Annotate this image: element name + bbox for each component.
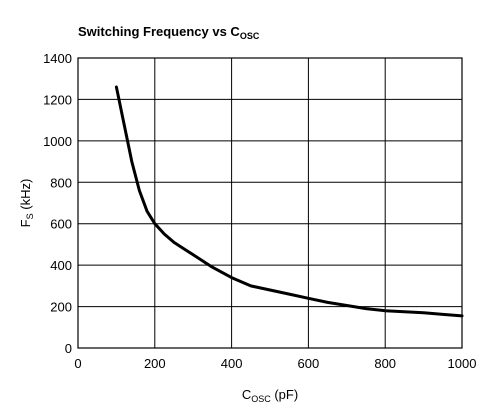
y-axis-label-subscript: S <box>25 213 35 219</box>
x-tick-label: 400 <box>221 356 243 371</box>
y-tick-label: 200 <box>50 300 72 315</box>
x-tick-label: 600 <box>298 356 320 371</box>
x-axis-label-suffix: (pF) <box>271 387 298 402</box>
x-axis-label-subscript: OSC <box>251 394 271 404</box>
plot-frame <box>77 57 463 349</box>
y-tick-label: 1400 <box>43 51 72 66</box>
y-tick-label: 600 <box>50 217 72 232</box>
x-tick-label: 800 <box>374 356 396 371</box>
chart-title: Switching Frequency vs COSC <box>78 24 260 41</box>
x-axis-label: COSC (pF) <box>242 387 298 404</box>
x-tick-label: 200 <box>144 356 166 371</box>
series-group <box>114 85 464 318</box>
y-tick-label: 800 <box>50 175 72 190</box>
x-tick-label: 1000 <box>448 356 477 371</box>
y-tick-label: 400 <box>50 258 72 273</box>
series-line <box>114 85 464 318</box>
y-axis-label-suffix: (kHz) <box>18 179 33 214</box>
y-axis-label: FS (kHz) <box>18 179 35 228</box>
x-tick-label: 0 <box>74 356 81 371</box>
y-tick-label: 1000 <box>43 134 72 149</box>
x-tick-labels: 0 200 400 600 800 1000 <box>74 356 476 371</box>
chart-title-subscript: OSC <box>240 31 260 41</box>
grid <box>78 58 462 348</box>
y-tick-label: 1200 <box>43 92 72 107</box>
y-tick-labels: 0 200 400 600 800 1000 1200 1400 <box>43 51 72 356</box>
y-tick-label: 0 <box>65 341 72 356</box>
